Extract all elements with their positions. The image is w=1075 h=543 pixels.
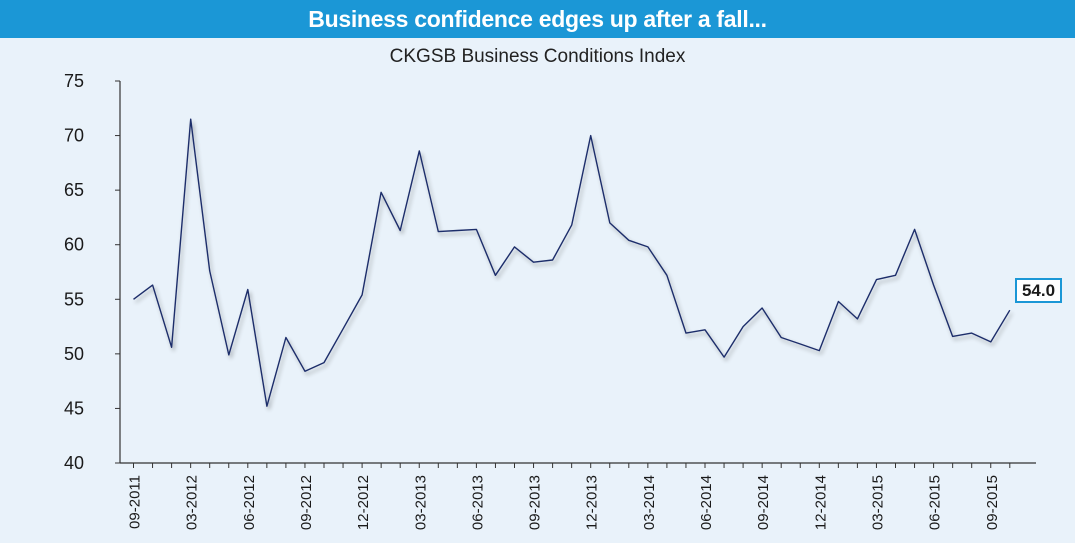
x-tick-label: 06-2015 — [927, 475, 944, 530]
x-tick-label: 03-2012 — [184, 475, 201, 530]
x-tick-label: 06-2014 — [698, 475, 715, 530]
x-tick-label: 09-2013 — [527, 475, 544, 530]
y-tick-label: 70 — [64, 126, 84, 146]
chart-marks: 54.0 — [133, 118, 1062, 407]
y-tick-label: 75 — [64, 71, 84, 91]
x-tick-label: 12-2013 — [584, 475, 601, 530]
x-tick-label: 03-2015 — [869, 475, 886, 530]
x-tick-label: 03-2013 — [412, 475, 429, 530]
x-tick-label: 09-2015 — [984, 475, 1001, 530]
x-tick-label: 06-2012 — [241, 475, 258, 530]
y-tick-label: 60 — [64, 235, 84, 255]
x-tick-label: 06-2013 — [469, 475, 486, 530]
chart-banner-title: Business confidence edges up after a fal… — [0, 0, 1075, 38]
y-tick-label: 65 — [64, 180, 84, 200]
y-tick-label: 50 — [64, 344, 84, 364]
x-tick-label: 12-2014 — [812, 475, 829, 530]
series-line — [133, 118, 1011, 407]
y-tick-label: 45 — [64, 398, 84, 418]
chart-title: CKGSB Business Conditions Index — [389, 46, 686, 67]
y-tick-label: 55 — [64, 289, 84, 309]
x-tick-label: 09-2012 — [298, 475, 315, 530]
y-tick-label: 40 — [64, 453, 84, 473]
x-tick-label: 12-2012 — [355, 475, 372, 530]
x-tick-label: 09-2014 — [755, 475, 772, 530]
x-tick-label: 03-2014 — [641, 475, 658, 530]
x-tick-label: 09-2011 — [127, 475, 144, 529]
chart-axes: 40 45 50 55 60 65 70 75 09-2011 03-2012 06-2012 09-… — [64, 71, 1036, 530]
latest-value-label: 54.0 — [1022, 281, 1055, 300]
latest-value-callout — [1015, 278, 1062, 303]
